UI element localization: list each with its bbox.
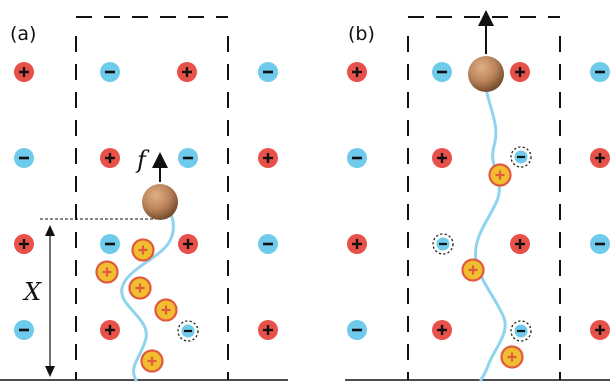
plus-ion [432, 148, 452, 168]
panel-a-bound-charges [95, 238, 178, 373]
bound-charge [488, 163, 512, 187]
minus-ion [590, 62, 610, 82]
panel-b: (b) [345, 10, 610, 382]
force-label: f [135, 146, 150, 174]
vacancy-site [432, 233, 454, 255]
minus-ion [14, 320, 34, 340]
panel-b-label: (b) [348, 23, 375, 45]
plus-ion [510, 62, 530, 82]
minus-ion [432, 62, 452, 82]
plus-ion [590, 148, 610, 168]
minus-ion [178, 148, 198, 168]
plus-ion [177, 62, 197, 82]
minus-ion [590, 234, 610, 254]
minus-ion [100, 234, 120, 254]
plus-ion [590, 320, 610, 340]
panel-b-bound-charges [461, 163, 524, 369]
bound-charge [461, 258, 485, 282]
minus-ion [100, 62, 120, 82]
displacement-arrow-head-bottom [45, 366, 55, 377]
displacement-arrow-head-top [45, 225, 55, 236]
panel-b-lattice [347, 62, 610, 340]
panel-a-channel-boundary [75, 16, 229, 380]
minus-ion [347, 148, 367, 168]
panel-b-polymer-chain [474, 86, 507, 382]
plus-ion [100, 320, 120, 340]
minus-ion [258, 234, 278, 254]
vacancy-site [510, 146, 532, 168]
plus-ion [510, 234, 530, 254]
plus-ion [347, 234, 367, 254]
vacancy-site [510, 320, 532, 342]
plus-ion [432, 320, 452, 340]
vacancy-site [177, 320, 199, 342]
displacement-label: X [22, 278, 42, 306]
plus-ion [347, 62, 367, 82]
pulled-bead [142, 184, 178, 220]
bound-charge [131, 238, 155, 262]
plus-ion [14, 62, 34, 82]
panel-a-label: (a) [10, 23, 36, 45]
bound-charge [95, 260, 119, 284]
panel-a-lattice [14, 62, 278, 340]
panel-a: (a) X [0, 16, 288, 382]
minus-ion [14, 148, 34, 168]
minus-ion [258, 62, 278, 82]
plus-ion [14, 234, 34, 254]
plus-ion [258, 148, 278, 168]
minus-ion [347, 320, 367, 340]
bound-charge [154, 298, 178, 322]
plus-ion [258, 320, 278, 340]
bound-charge [500, 345, 524, 369]
plus-ion [100, 148, 120, 168]
bound-charge [128, 276, 152, 300]
bound-charge [140, 349, 164, 373]
panel-b-channel-boundary [407, 16, 561, 380]
panel-a-polymer-chain [120, 190, 175, 382]
plus-ion [178, 234, 198, 254]
pulled-bead [468, 56, 504, 92]
